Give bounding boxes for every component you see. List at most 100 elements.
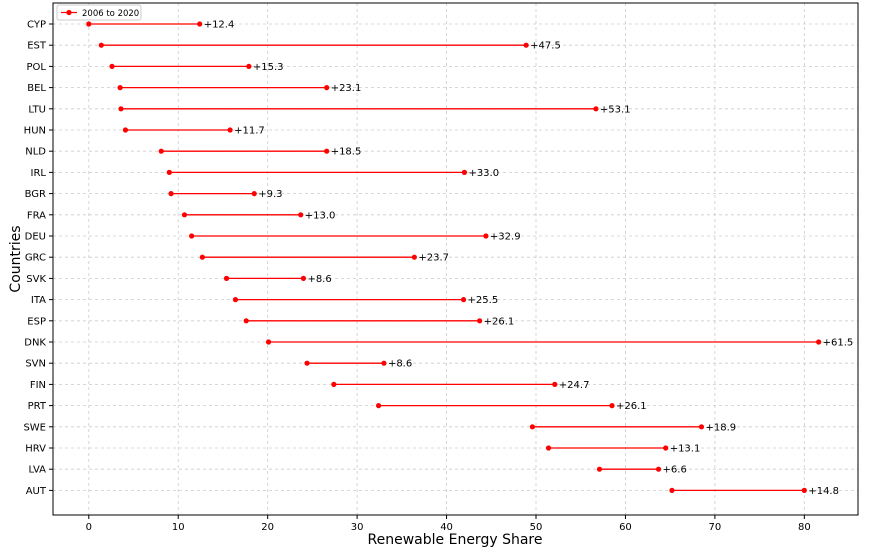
y-tick-label: BGR bbox=[25, 189, 46, 200]
change-label: +13.0 bbox=[305, 210, 336, 221]
y-tick-label: EST bbox=[27, 41, 47, 52]
start-point bbox=[669, 487, 675, 493]
start-point bbox=[181, 212, 188, 218]
end-point bbox=[477, 318, 483, 324]
end-point bbox=[609, 403, 615, 409]
start-point bbox=[331, 381, 337, 387]
start-point bbox=[545, 445, 552, 451]
x-tick-label: 40 bbox=[440, 522, 453, 533]
change-label: +9.3 bbox=[258, 189, 282, 200]
start-point bbox=[166, 169, 172, 175]
change-label: +26.1 bbox=[484, 316, 515, 327]
y-tick-label: HRV bbox=[25, 444, 46, 455]
end-point bbox=[227, 127, 233, 133]
change-label: +8.6 bbox=[388, 359, 412, 370]
start-point bbox=[265, 339, 272, 345]
y-tick-label: POL bbox=[27, 62, 47, 73]
y-tick-label: IRL bbox=[31, 168, 47, 179]
start-point bbox=[596, 466, 603, 472]
end-point bbox=[381, 360, 387, 366]
end-point bbox=[523, 42, 529, 48]
y-tick-label: SVN bbox=[25, 359, 46, 370]
end-point bbox=[663, 445, 669, 451]
legend: 2006 to 2020 bbox=[56, 4, 142, 21]
legend-marker bbox=[66, 9, 72, 16]
end-point bbox=[324, 148, 330, 154]
end-point bbox=[197, 21, 203, 27]
x-tick-label: 50 bbox=[530, 522, 543, 533]
y-tick-label: ESP bbox=[27, 316, 46, 327]
y-tick-label: PRT bbox=[28, 401, 47, 412]
start-point bbox=[86, 21, 92, 27]
start-point bbox=[109, 63, 115, 69]
start-point bbox=[243, 318, 249, 324]
change-label: +33.0 bbox=[468, 168, 499, 179]
y-tick-label: ITA bbox=[31, 295, 46, 306]
change-label: +24.7 bbox=[559, 380, 590, 391]
x-axis-label: Renewable Energy Share bbox=[368, 532, 543, 548]
change-label: +11.7 bbox=[234, 126, 265, 137]
y-tick-label: GRC bbox=[25, 253, 46, 264]
y-tick-label: LTU bbox=[28, 104, 46, 115]
start-point bbox=[117, 85, 123, 91]
x-tick-label: 10 bbox=[172, 522, 185, 533]
change-label: +15.3 bbox=[253, 62, 284, 73]
end-point bbox=[655, 466, 662, 472]
plot-frame bbox=[52, 2, 859, 516]
end-point bbox=[801, 487, 807, 493]
y-ticks: CYP EST POL BEL LTU HUN NLD IRL BGR FRA DEU GRC SVK I… bbox=[23, 20, 53, 497]
y-tick-label: DNK bbox=[24, 338, 46, 349]
start-point bbox=[223, 275, 230, 281]
end-point bbox=[483, 233, 489, 239]
end-point bbox=[251, 191, 257, 197]
end-point bbox=[552, 381, 558, 387]
grid bbox=[53, 3, 858, 515]
start-point bbox=[158, 148, 164, 154]
y-tick-label: CYP bbox=[27, 20, 46, 31]
series: +12.4 +47.5 +15.3 +23.1 +53.1 +11.7 +18.5 +33.0… bbox=[86, 20, 853, 497]
start-point bbox=[118, 106, 124, 112]
start-point bbox=[168, 191, 174, 197]
end-point bbox=[698, 424, 705, 430]
y-axis-label: Countries bbox=[8, 225, 24, 292]
change-label: +6.6 bbox=[663, 465, 687, 476]
change-label: +53.1 bbox=[600, 104, 631, 115]
change-label: +23.1 bbox=[331, 83, 362, 94]
x-ticks: 0 10 20 30 40 50 60 70 80 bbox=[86, 515, 811, 533]
x-tick-label: 80 bbox=[798, 522, 811, 533]
end-point bbox=[246, 63, 252, 69]
start-point bbox=[122, 127, 129, 133]
end-point bbox=[298, 212, 304, 218]
end-point bbox=[300, 275, 307, 281]
end-point bbox=[461, 169, 468, 175]
start-point bbox=[98, 42, 104, 48]
change-label: +18.9 bbox=[705, 422, 736, 433]
y-tick-label: BEL bbox=[27, 83, 46, 94]
x-tick-label: 60 bbox=[619, 522, 632, 533]
end-point bbox=[324, 85, 330, 91]
change-label: +18.5 bbox=[331, 147, 362, 158]
change-label: +13.1 bbox=[670, 444, 701, 455]
y-tick-label: NLD bbox=[25, 147, 46, 158]
start-point bbox=[232, 297, 239, 303]
y-tick-label: FRA bbox=[27, 210, 46, 221]
end-point bbox=[411, 254, 417, 260]
change-label: +23.7 bbox=[418, 253, 449, 264]
change-label: +25.5 bbox=[468, 295, 499, 306]
y-tick-label: AUT bbox=[26, 486, 47, 497]
legend-box bbox=[56, 4, 142, 21]
change-label: +14.8 bbox=[808, 486, 839, 497]
y-tick-label: SWE bbox=[23, 422, 46, 433]
start-point bbox=[189, 233, 195, 239]
start-point bbox=[304, 360, 310, 366]
end-point bbox=[460, 297, 467, 303]
change-label: +26.1 bbox=[616, 401, 647, 412]
end-point bbox=[593, 106, 599, 112]
change-label: +32.9 bbox=[490, 232, 521, 243]
y-tick-label: LVA bbox=[28, 465, 46, 476]
x-tick-label: 20 bbox=[261, 522, 274, 533]
x-tick-label: 0 bbox=[86, 522, 92, 533]
change-label: +47.5 bbox=[530, 41, 561, 52]
end-point bbox=[816, 339, 822, 345]
